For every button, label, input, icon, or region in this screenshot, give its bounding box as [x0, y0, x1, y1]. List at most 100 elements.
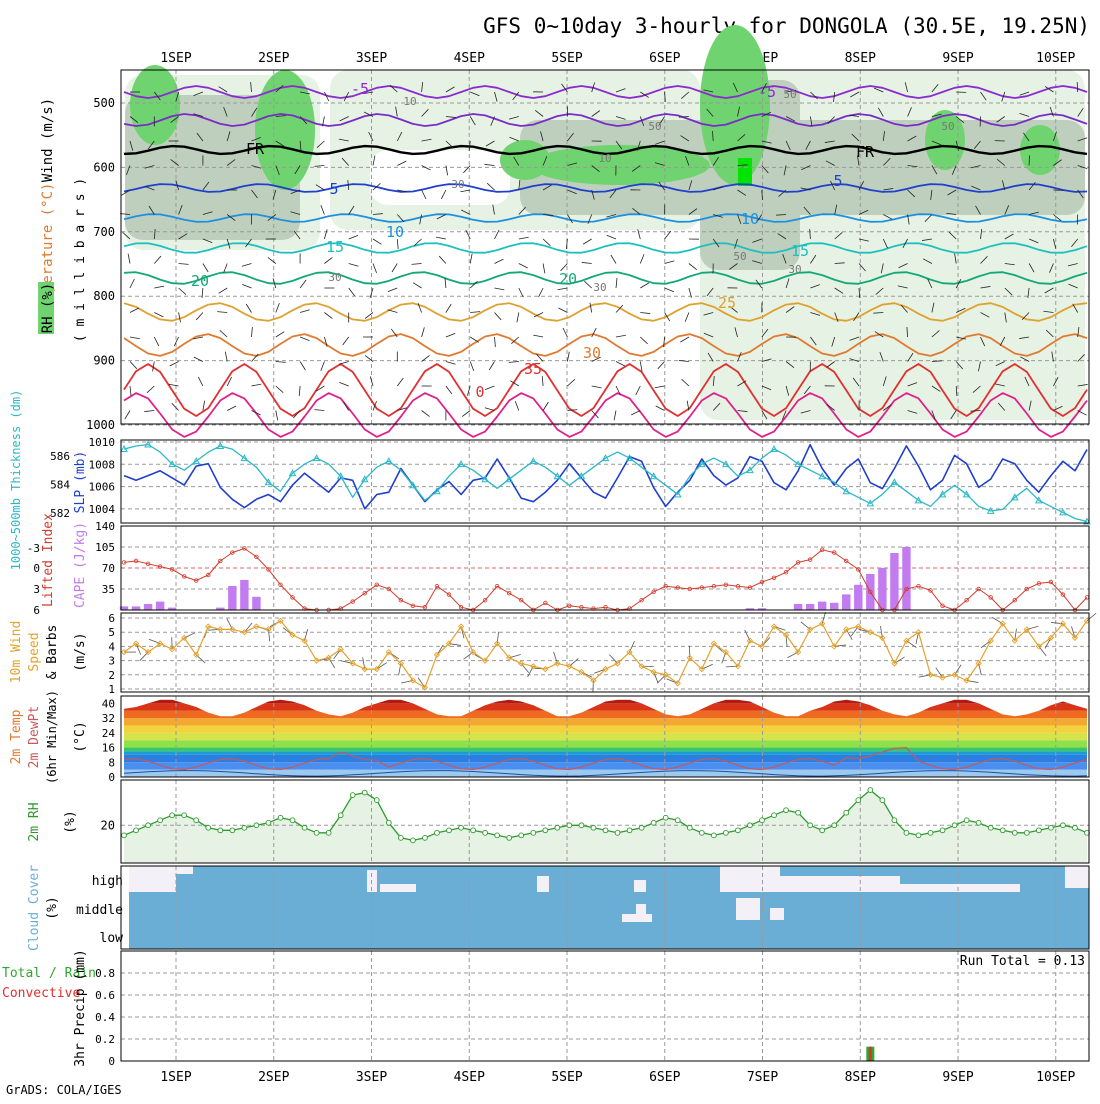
rh2m-point-12	[266, 820, 271, 825]
upper-ytick-900: 900	[93, 354, 115, 368]
upper-ylabel-mb: ( m i l l i b a r s )	[73, 178, 88, 342]
precip-run-total: Run Total = 0.13	[960, 954, 1085, 969]
precip-conv-bar-62	[869, 1047, 872, 1061]
rh-fill-area-6	[370, 150, 510, 205]
cloud-gap-3	[380, 884, 416, 892]
cape-bar-57	[806, 604, 814, 610]
cape-bar-1	[132, 606, 140, 610]
precip-ytick-4: 0	[108, 1055, 115, 1068]
slp-ytick-1010: 1010	[89, 436, 116, 449]
rh2m-point-29	[471, 828, 476, 833]
temp2m-band-28	[121, 718, 1089, 725]
rh2m-point-68	[940, 828, 945, 833]
rh2m-point-50	[723, 830, 728, 835]
rh-contour-label-0: 50	[648, 120, 661, 133]
wind10-ytick-3: 3	[108, 655, 115, 668]
rh2m-point-49	[711, 833, 716, 838]
rh2m-point-18	[338, 813, 343, 818]
temp2m-band-12	[121, 751, 1089, 755]
day-label-bottom-8SEP: 8SEP	[845, 1070, 876, 1085]
wind10-ylabel-unit: (m/s)	[73, 632, 88, 671]
rh-fill-bright-0	[738, 158, 752, 186]
rh2m-point-6	[194, 818, 199, 823]
cape-bar-61	[854, 585, 862, 610]
isotherm-label-2: 5	[329, 180, 338, 198]
rh2m-point-76	[1036, 828, 1041, 833]
upper-ytick-700: 700	[93, 225, 115, 239]
temp2m-band-24	[121, 725, 1089, 732]
day-label-bottom-4SEP: 4SEP	[454, 1070, 485, 1085]
isotherm-label-7: 15	[791, 242, 809, 260]
cloud-level-low: low	[100, 931, 124, 946]
rh2m-point-47	[687, 825, 692, 830]
temp2m-ytick-0: 0	[108, 771, 115, 784]
rh2m-point-7	[206, 825, 211, 830]
day-label-top-3SEP: 3SEP	[356, 51, 387, 66]
rh2m-point-69	[952, 823, 957, 828]
day-label-top-4SEP: 4SEP	[454, 51, 485, 66]
isotherm-label-4: 10	[386, 223, 404, 241]
rh2m-point-72	[988, 825, 993, 830]
rh2m-point-35	[543, 828, 548, 833]
rh2m-point-22	[386, 820, 391, 825]
isotherm-label-11: 30	[583, 344, 601, 362]
isotherm-label-13: 0	[475, 383, 484, 401]
cloud-gap-7	[780, 876, 900, 892]
rh2m-point-19	[350, 793, 355, 798]
rh-contour-label-2: 50	[941, 120, 954, 133]
lifted-ytick-2: 3	[33, 583, 40, 596]
precip-ytick-3: 0.2	[95, 1033, 115, 1046]
rh2m-point-39	[591, 825, 596, 830]
rh2m-point-48	[699, 830, 704, 835]
isotherm-label-5: 10	[741, 210, 759, 228]
wind10-ytick-2: 2	[108, 669, 115, 682]
rh2m-point-71	[976, 820, 981, 825]
credit-text: GrADS: COLA/IGES	[6, 1083, 122, 1097]
cloud-level-middle: middle	[76, 903, 123, 918]
rh2m-point-73	[1000, 828, 1005, 833]
rh2m-point-46	[675, 818, 680, 823]
rh2m-point-51	[736, 828, 741, 833]
rh2m-point-11	[254, 823, 259, 828]
day-label-bottom-2SEP: 2SEP	[258, 1070, 289, 1085]
rh2m-point-59	[832, 823, 837, 828]
rh-contour-label-1: 50	[783, 88, 796, 101]
cloud-gap-8	[900, 884, 1020, 892]
rh2m-point-52	[748, 823, 753, 828]
rh2m-point-14	[290, 818, 295, 823]
temp2m-ylabel-c: (6hr Min/Max)	[45, 690, 59, 784]
isotherm-label-3: 5	[833, 172, 842, 190]
temp2m-ylabel-a: 2m Temp	[9, 709, 24, 764]
rh-contour-label-3: 50	[733, 250, 746, 263]
rh2m-point-13	[278, 815, 283, 820]
day-label-bottom-7SEP: 7SEP	[747, 1070, 778, 1085]
cloud-gap-9	[1065, 866, 1089, 888]
rh2m-ylabel: 2m RH	[27, 802, 42, 841]
precip-ytick-0: 0.8	[95, 967, 115, 980]
lifted-ytick-0: -3	[27, 542, 40, 555]
cape-bar-64	[890, 553, 898, 610]
isotherm-label-12: 35	[524, 360, 542, 378]
cape-bar-58	[818, 602, 826, 610]
temp2m-band-20	[121, 733, 1089, 740]
cloud-level-high: high	[92, 874, 123, 889]
rh2m-point-79	[1073, 825, 1078, 830]
rh2m-point-55	[784, 808, 789, 813]
rh2m-point-77	[1048, 825, 1053, 830]
isotherm-label-6: 15	[326, 238, 344, 256]
cape-bar-56	[794, 604, 802, 610]
rh2m-point-27	[447, 828, 452, 833]
rh2m-point-56	[796, 810, 801, 815]
cloud-ylabel-unit: (%)	[45, 896, 60, 919]
rh2m-point-26	[435, 830, 440, 835]
cloud-gap-13	[770, 908, 784, 920]
isotherm-label-8: 20	[191, 272, 209, 290]
day-label-top-5SEP: 5SEP	[551, 51, 582, 66]
rh2m-point-42	[627, 828, 632, 833]
cloud-gap-0	[129, 866, 176, 892]
isotherm-label-1: -5	[758, 83, 776, 101]
rh2m-point-3	[158, 818, 163, 823]
day-label-bottom-9SEP: 9SEP	[942, 1070, 973, 1085]
rh2m-point-62	[868, 788, 873, 793]
